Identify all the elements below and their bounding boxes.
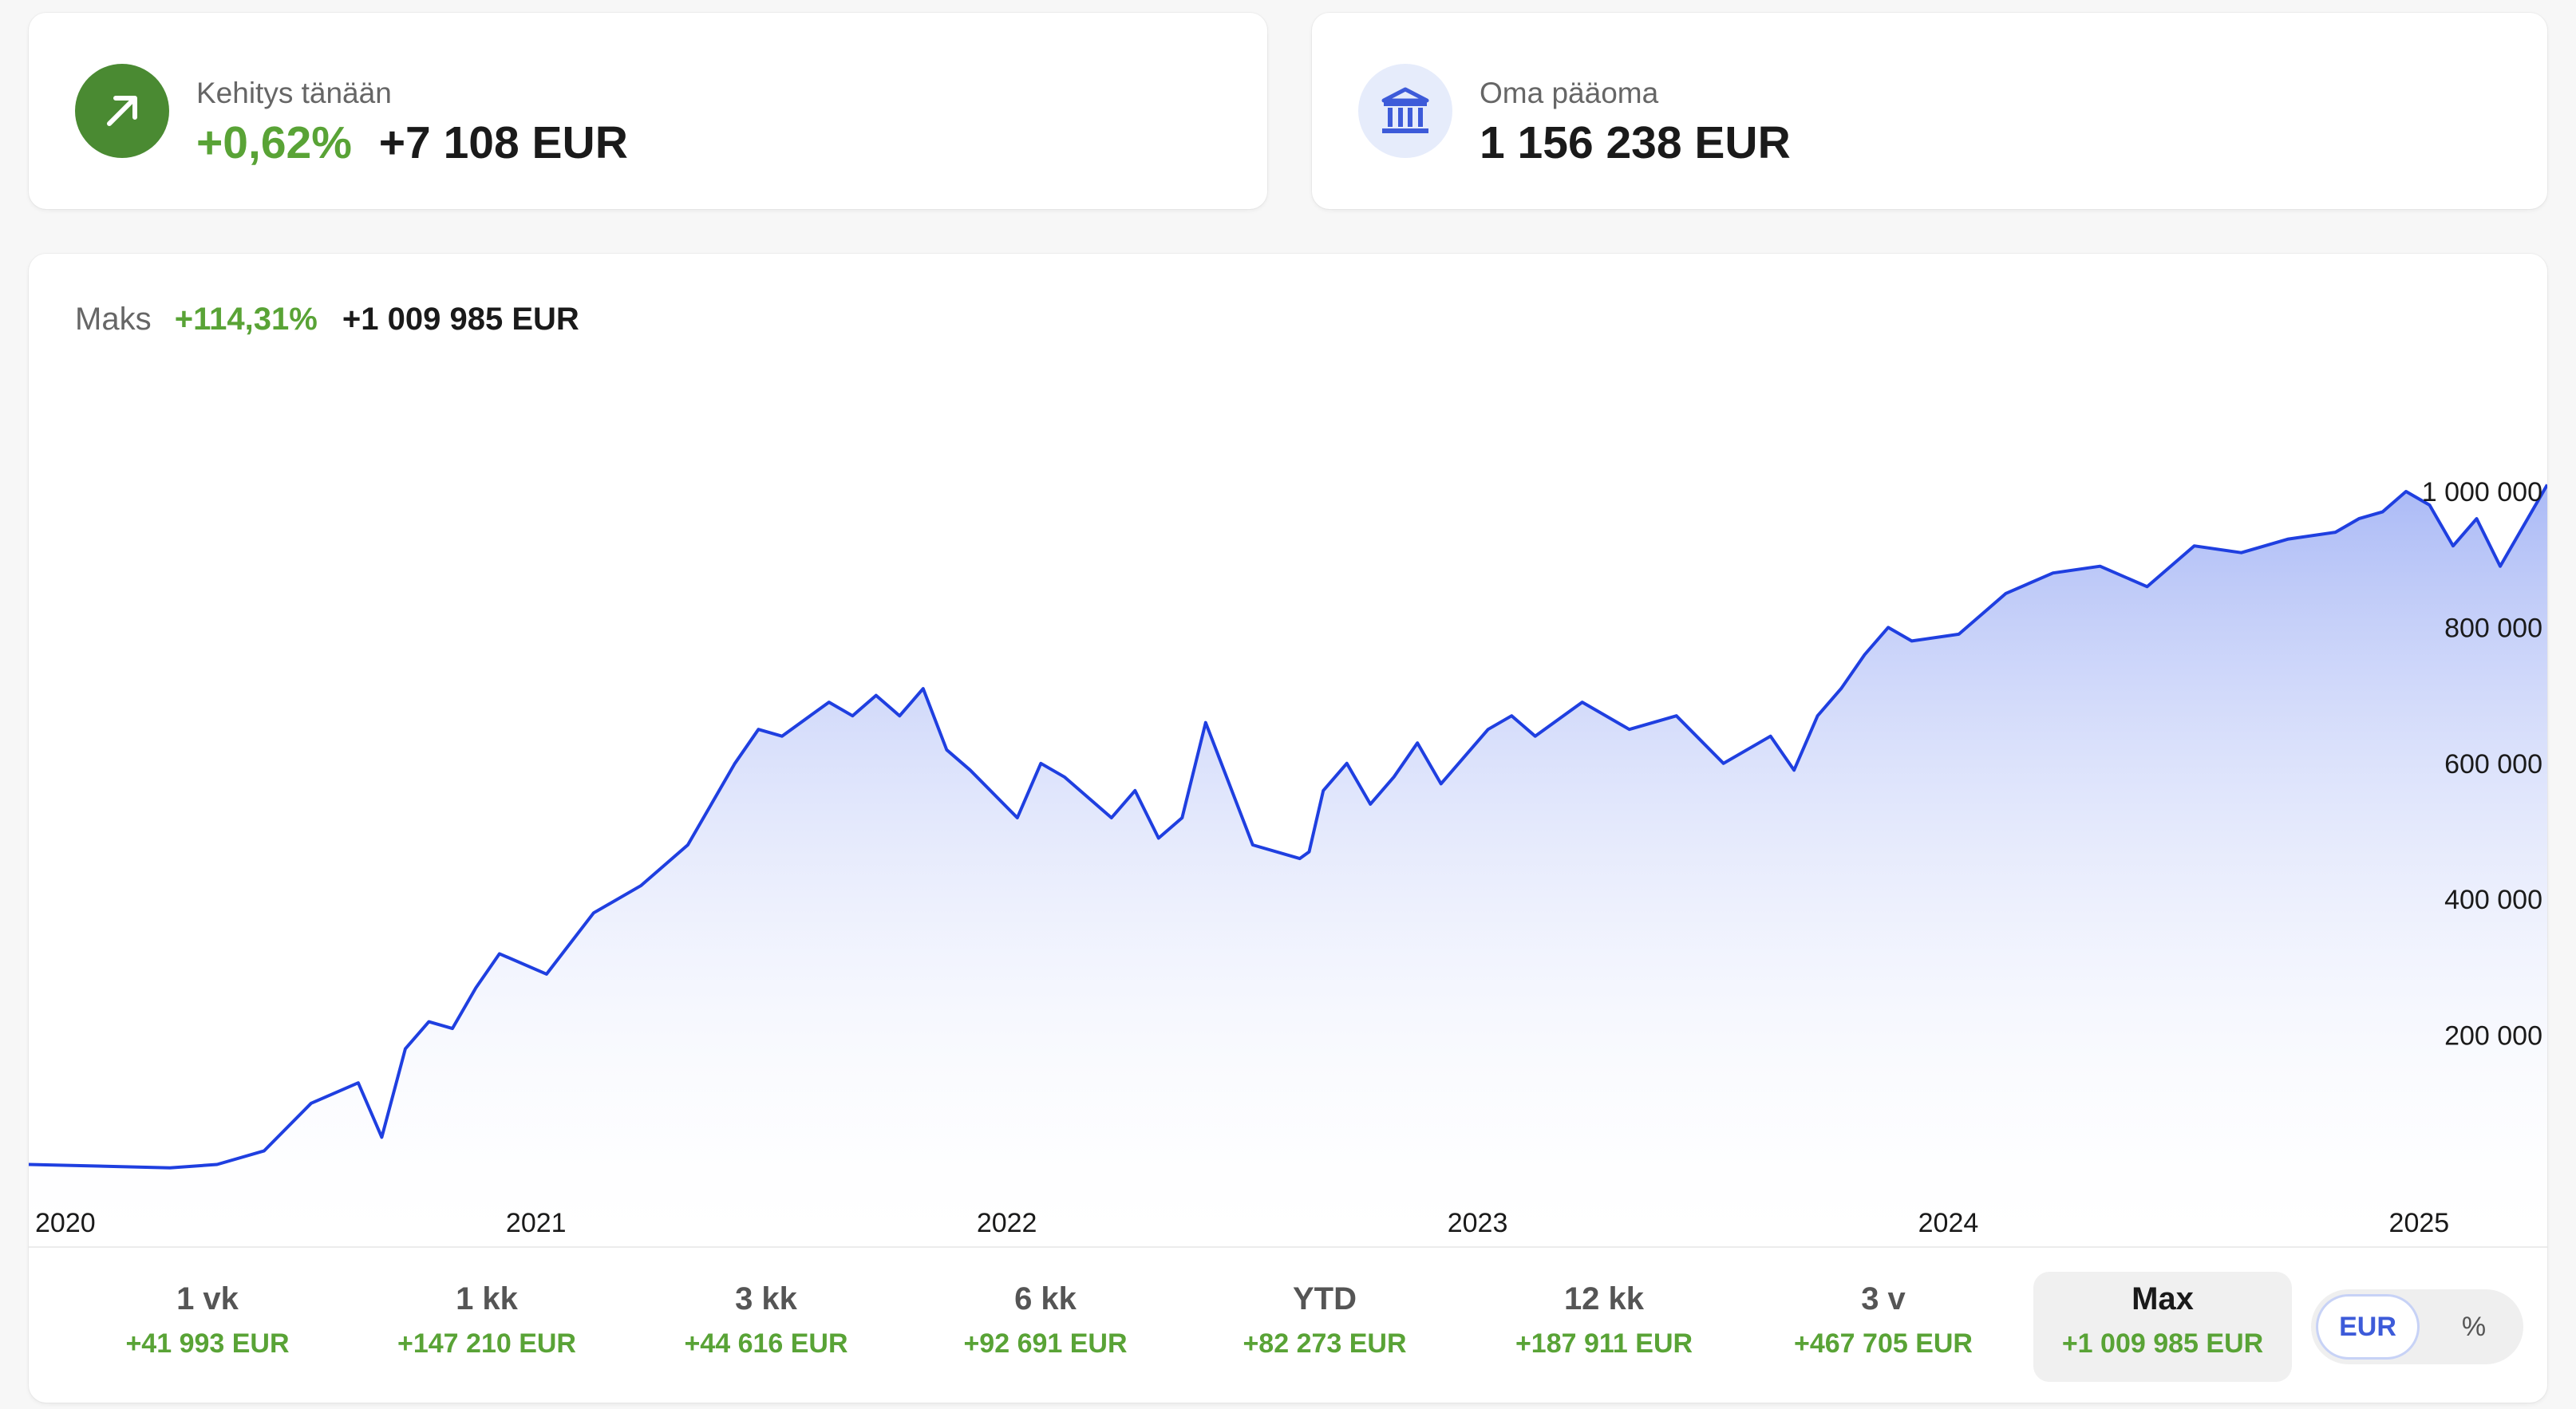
today-change-label: Kehitys tänään (196, 77, 392, 109)
bank-icon (1358, 64, 1452, 158)
period-max[interactable]: Max +1 009 985 EUR (2033, 1272, 2292, 1382)
y-tick-label: 1 000 000 (2422, 477, 2542, 507)
unit-toggle[interactable]: EUR % (2311, 1289, 2523, 1364)
period-change: +147 210 EUR (397, 1328, 576, 1359)
y-tick-label: 600 000 (2444, 749, 2542, 779)
period-ytd[interactable]: YTD +82 273 EUR (1195, 1272, 1454, 1382)
chart-series-line (29, 483, 2547, 1170)
y-tick-label: 200 000 (2444, 1021, 2542, 1052)
x-tick-label: 2025 (2389, 1208, 2450, 1238)
performance-chart-card: Maks +114,31% +1 009 985 EUR 1 000 000 80… (29, 254, 2547, 1403)
period-1-kk[interactable]: 1 kk +147 210 EUR (358, 1272, 616, 1382)
today-change-card: Kehitys tänään +0,62% +7 108 EUR (29, 13, 1267, 209)
today-change-value: +0,62% +7 108 EUR (196, 116, 628, 169)
period-label: 1 kk (456, 1281, 518, 1316)
period-selector: 1 vk +41 993 EUR 1 kk +147 210 EUR 3 kk +44 6… (29, 1246, 2547, 1403)
period-label: 12 kk (1563, 1281, 1645, 1316)
max-change-label: Maks (75, 302, 152, 337)
period-1-vk[interactable]: 1 vk +41 993 EUR (78, 1272, 337, 1382)
x-tick-label: 2023 (1448, 1208, 1508, 1238)
y-tick-label: 800 000 (2444, 613, 2542, 643)
period-label: YTD (1293, 1281, 1357, 1316)
period-change: +44 616 EUR (684, 1328, 848, 1359)
period-change: +1 009 985 EUR (2061, 1328, 2264, 1359)
unit-option-percent[interactable]: % (2461, 1312, 2487, 1342)
period-change: +467 705 EUR (1794, 1328, 1973, 1359)
x-tick-label: 2021 (506, 1208, 567, 1238)
equity-card: Oma pääoma 1 156 238 EUR (1312, 13, 2547, 209)
period-label: 3 kk (735, 1281, 797, 1316)
performance-chart[interactable]: 1 000 000 800 000 600 000 400 000 200 000 20… (29, 254, 2547, 1246)
max-change-percent: +114,31% (174, 302, 318, 337)
period-3-kk[interactable]: 3 kk +44 616 EUR (637, 1272, 895, 1382)
y-tick-label: 400 000 (2444, 885, 2542, 915)
today-change-percent: +0,62% (196, 117, 352, 168)
x-tick-label: 2022 (977, 1208, 1037, 1238)
x-tick-label: 2020 (35, 1208, 96, 1238)
period-label: 6 kk (1014, 1281, 1077, 1316)
period-12-kk[interactable]: 12 kk +187 911 EUR (1475, 1272, 1733, 1382)
max-change-amount: +1 009 985 EUR (342, 302, 579, 337)
chart-area-fill (29, 484, 2547, 1246)
period-change: +187 911 EUR (1515, 1328, 1693, 1359)
unit-option-eur[interactable]: EUR (2318, 1297, 2417, 1357)
equity-value: 1 156 238 EUR (1480, 117, 1791, 168)
equity-label: Oma pääoma (1480, 77, 1659, 109)
trend-up-arrow-icon (75, 64, 169, 158)
max-change-summary: Maks +114,31% +1 009 985 EUR (75, 302, 579, 337)
period-change: +41 993 EUR (125, 1328, 290, 1359)
today-change-amount: +7 108 EUR (378, 117, 628, 168)
period-6-kk[interactable]: 6 kk +92 691 EUR (916, 1272, 1175, 1382)
period-3-v[interactable]: 3 v +467 705 EUR (1754, 1272, 2013, 1382)
period-label: 1 vk (176, 1281, 239, 1316)
period-label: Max (2132, 1281, 2194, 1316)
x-tick-label: 2024 (1918, 1208, 1979, 1238)
period-change: +92 691 EUR (963, 1328, 1128, 1359)
period-change: +82 273 EUR (1243, 1328, 1407, 1359)
period-label: 3 v (1861, 1281, 1906, 1316)
